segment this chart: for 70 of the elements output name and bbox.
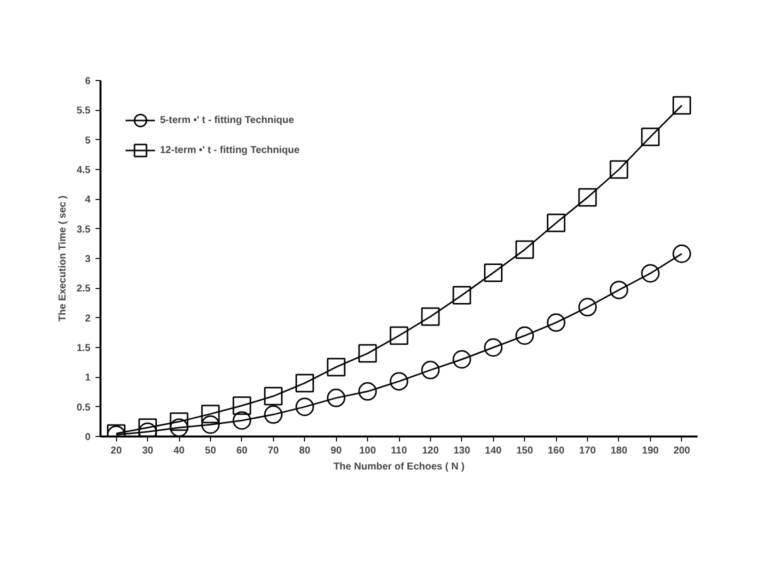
x-tick-label: 160 <box>548 446 565 456</box>
y-tick-label: 3.5 <box>76 224 91 236</box>
legend-label: 12-term •' t - fitting Technique <box>160 144 300 156</box>
point <box>672 96 692 115</box>
x-tick-label: 180 <box>610 446 628 456</box>
point <box>326 388 346 408</box>
x-tick-label: 120 <box>422 446 440 456</box>
x-tick-label: 190 <box>642 446 660 456</box>
point <box>358 382 377 401</box>
y-tick-label: 0 <box>84 432 91 443</box>
point <box>546 214 566 232</box>
x-tick-label: 100 <box>359 446 376 456</box>
y-tick-label: 3 <box>84 254 91 265</box>
x-tick-label: 20 <box>110 446 122 456</box>
y-tick-label: 2 <box>84 313 91 324</box>
point <box>232 396 252 415</box>
x-tick-label: 140 <box>484 446 502 456</box>
y-tick-label: 2.5 <box>76 284 91 295</box>
y-tick-label: 5.5 <box>76 106 91 117</box>
x-tick-label: 30 <box>142 446 154 456</box>
point <box>452 350 472 369</box>
x-tick-label: 50 <box>204 446 216 456</box>
point <box>515 240 534 259</box>
point <box>484 263 503 282</box>
point <box>390 372 408 391</box>
point <box>610 280 628 300</box>
x-tick-label: 90 <box>330 446 342 456</box>
y-axis-title: The Execution Time ( sec ) <box>58 196 69 322</box>
x-tick-label: 40 <box>173 446 186 456</box>
x-tick-label: 110 <box>390 446 408 456</box>
point <box>610 160 628 179</box>
x-tick-label: 70 <box>268 446 280 456</box>
point <box>326 358 346 376</box>
point <box>546 313 566 332</box>
x-tick-label: 150 <box>516 446 534 456</box>
point <box>232 411 252 430</box>
y-tick-label: 5 <box>84 135 91 146</box>
point <box>452 286 472 305</box>
point <box>295 398 314 416</box>
point <box>201 415 220 434</box>
y-tick-label: 4.5 <box>76 165 91 176</box>
point <box>358 344 377 363</box>
x-tick-label: 130 <box>454 446 471 456</box>
x-tick-label: 200 <box>673 446 691 456</box>
point <box>484 338 503 357</box>
y-tick-label: 6 <box>84 76 91 87</box>
x-tick-label: 170 <box>579 446 596 456</box>
point <box>201 404 220 424</box>
point <box>641 128 660 146</box>
point <box>390 326 408 345</box>
point <box>515 326 534 345</box>
point <box>421 307 440 326</box>
y-tick-label: 0.5 <box>76 402 91 414</box>
point <box>264 405 283 424</box>
point <box>641 264 660 283</box>
point <box>578 188 597 207</box>
y-tick-label: 4 <box>84 194 91 206</box>
y-tick-label: 1 <box>84 372 91 384</box>
x-tick-label: 60 <box>236 446 248 456</box>
point <box>421 360 440 380</box>
point <box>170 412 188 431</box>
point <box>295 374 314 392</box>
point <box>672 244 692 263</box>
point <box>264 386 283 406</box>
x-tick-label: 80 <box>299 446 311 456</box>
x-axis-title: The Number of Echoes ( N ) <box>333 462 465 472</box>
y-tick-label: 1.5 <box>76 343 91 354</box>
point <box>138 418 157 436</box>
point <box>578 298 597 316</box>
legend-label: 5-term •' t - fitting Technique <box>160 114 294 126</box>
